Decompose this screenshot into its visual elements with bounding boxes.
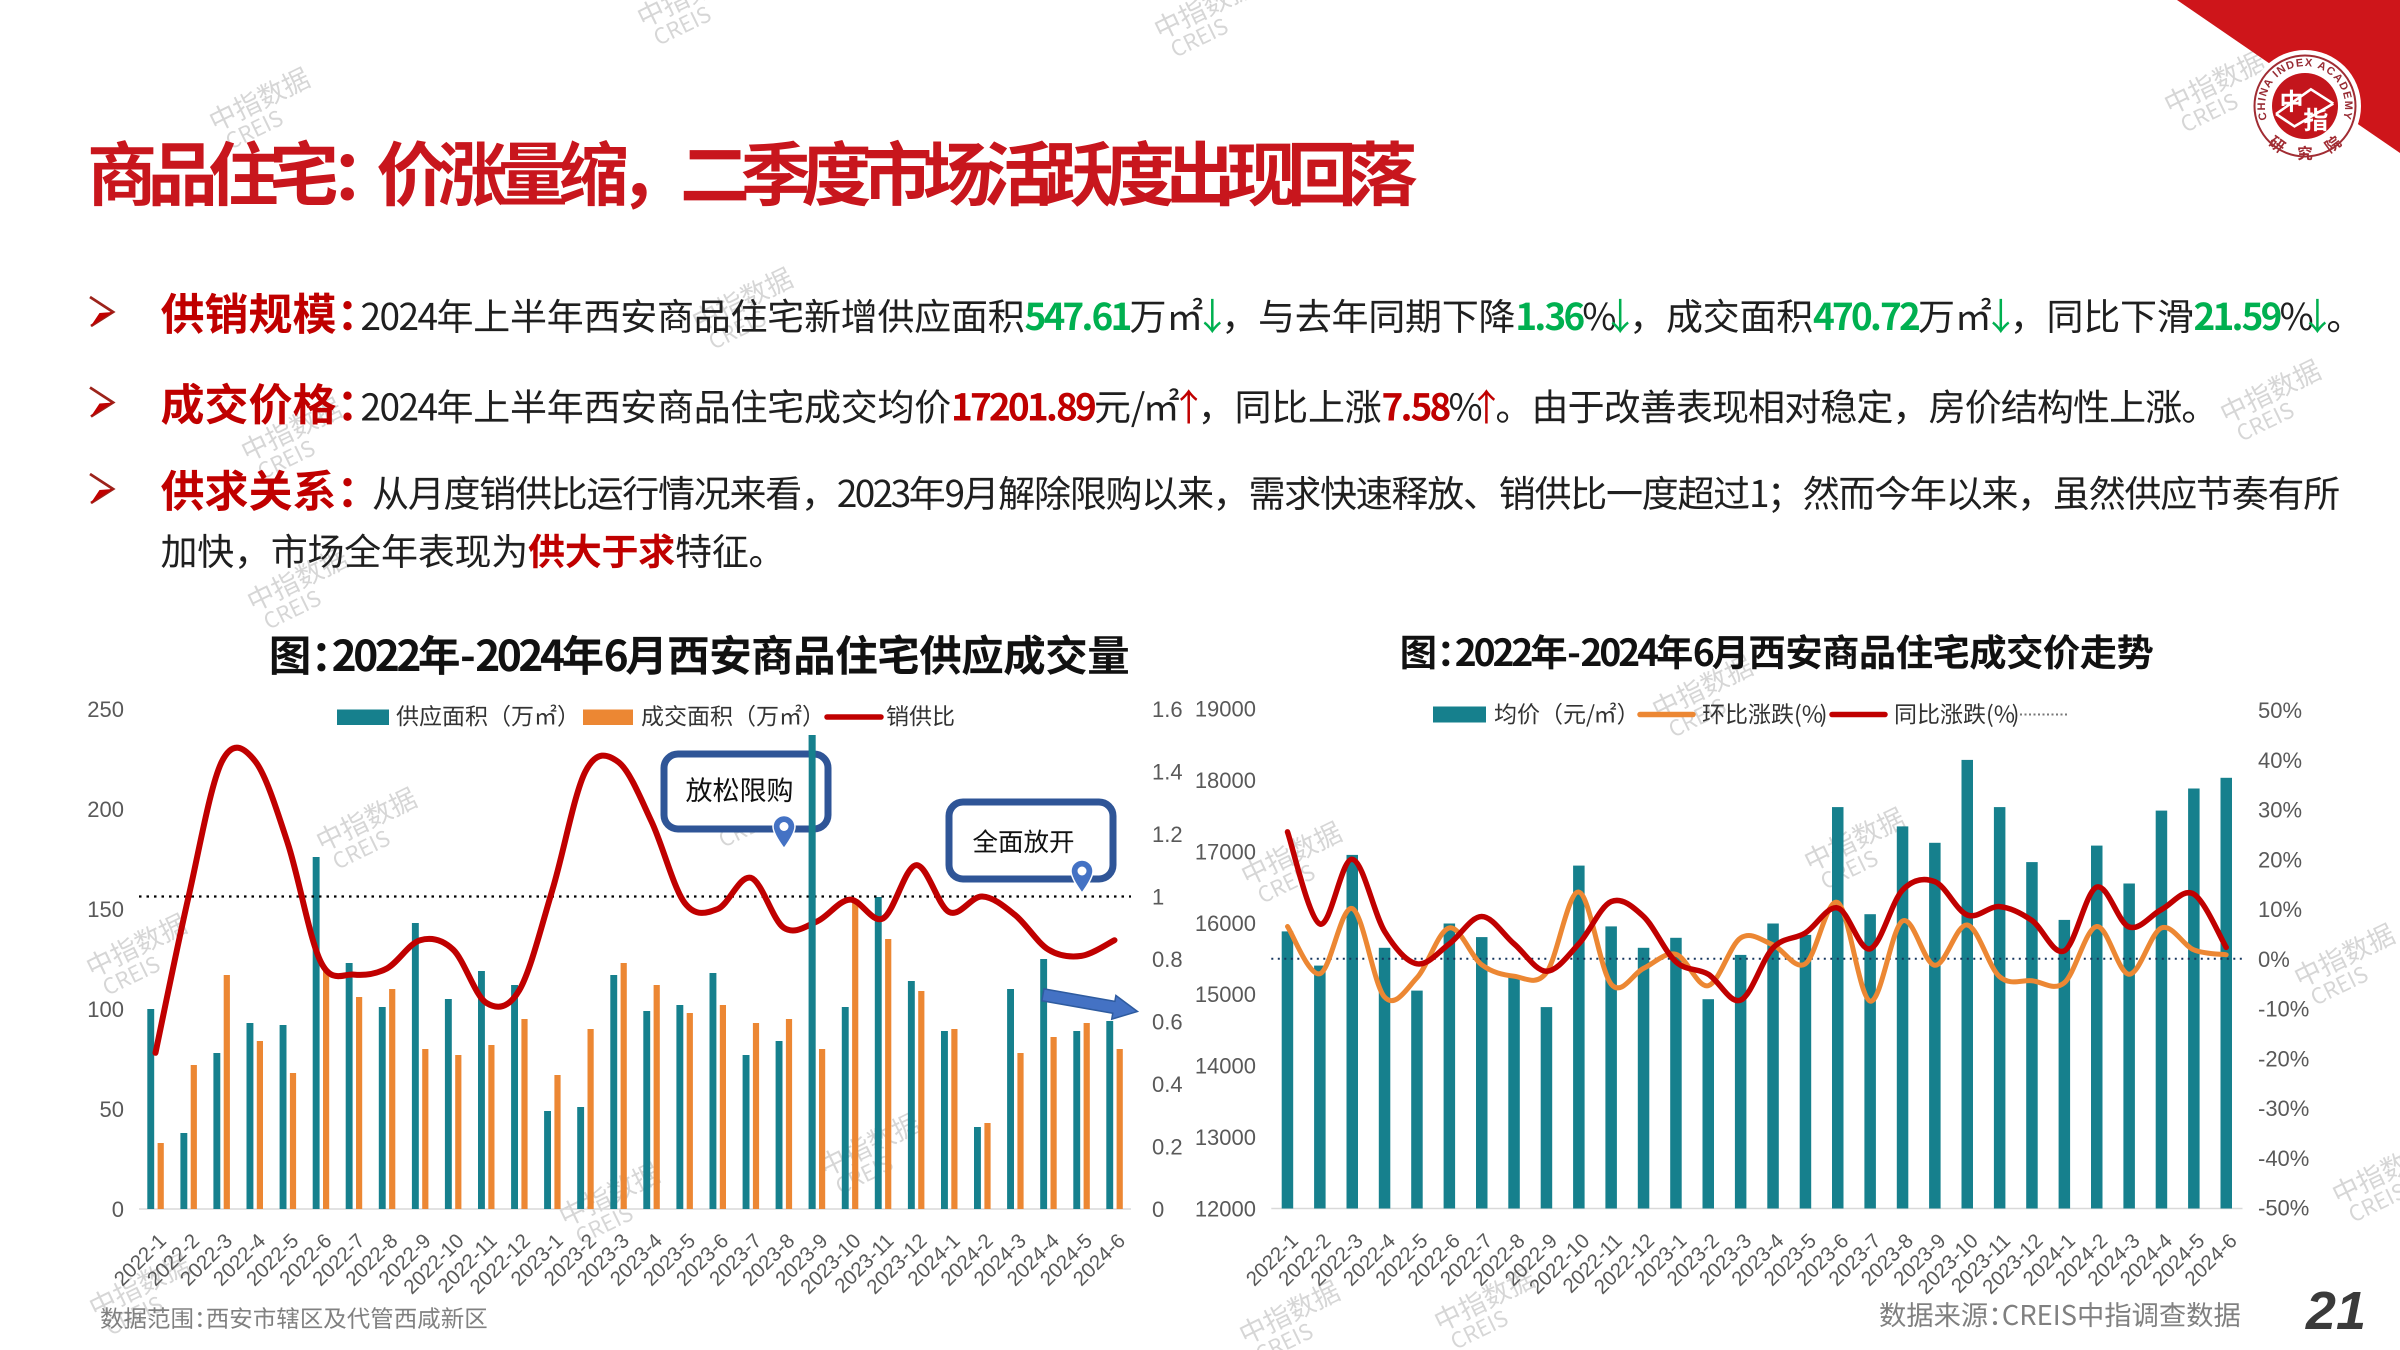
svg-text:1.4: 1.4 bbox=[1152, 760, 1183, 785]
svg-text:-30%: -30% bbox=[2258, 1096, 2309, 1121]
svg-text:0%: 0% bbox=[2258, 947, 2290, 972]
svg-text:21: 21 bbox=[2305, 1281, 2366, 1341]
svg-text:12000: 12000 bbox=[1195, 1197, 1256, 1222]
svg-text:0: 0 bbox=[1152, 1197, 1164, 1222]
svg-text:40%: 40% bbox=[2258, 748, 2302, 773]
svg-text:16000: 16000 bbox=[1195, 911, 1256, 936]
svg-text:1.2: 1.2 bbox=[1152, 822, 1183, 847]
svg-text:30%: 30% bbox=[2258, 798, 2302, 823]
svg-text:14000: 14000 bbox=[1195, 1054, 1256, 1079]
svg-text:250: 250 bbox=[87, 697, 124, 722]
svg-text:17000: 17000 bbox=[1195, 839, 1256, 864]
svg-text:150: 150 bbox=[87, 897, 124, 922]
svg-text:15000: 15000 bbox=[1195, 982, 1256, 1007]
svg-text:50: 50 bbox=[100, 1097, 124, 1122]
svg-text:0.6: 0.6 bbox=[1152, 1010, 1183, 1035]
svg-text:18000: 18000 bbox=[1195, 768, 1256, 793]
svg-text:50%: 50% bbox=[2258, 698, 2302, 723]
svg-text:-50%: -50% bbox=[2258, 1196, 2309, 1221]
svg-text:1: 1 bbox=[1152, 885, 1164, 910]
svg-text:10%: 10% bbox=[2258, 897, 2302, 922]
svg-text:-20%: -20% bbox=[2258, 1046, 2309, 1071]
svg-text:-10%: -10% bbox=[2258, 997, 2309, 1022]
svg-text:-40%: -40% bbox=[2258, 1146, 2309, 1171]
svg-text:200: 200 bbox=[87, 797, 124, 822]
svg-text:1.6: 1.6 bbox=[1152, 697, 1183, 722]
svg-text:19000: 19000 bbox=[1195, 697, 1256, 722]
svg-text:0: 0 bbox=[112, 1197, 124, 1222]
svg-text:0.2: 0.2 bbox=[1152, 1135, 1183, 1160]
svg-text:100: 100 bbox=[87, 997, 124, 1022]
svg-text:0.4: 0.4 bbox=[1152, 1072, 1183, 1097]
svg-text:0.8: 0.8 bbox=[1152, 947, 1183, 972]
svg-text:13000: 13000 bbox=[1195, 1125, 1256, 1150]
svg-text:20%: 20% bbox=[2258, 847, 2302, 872]
